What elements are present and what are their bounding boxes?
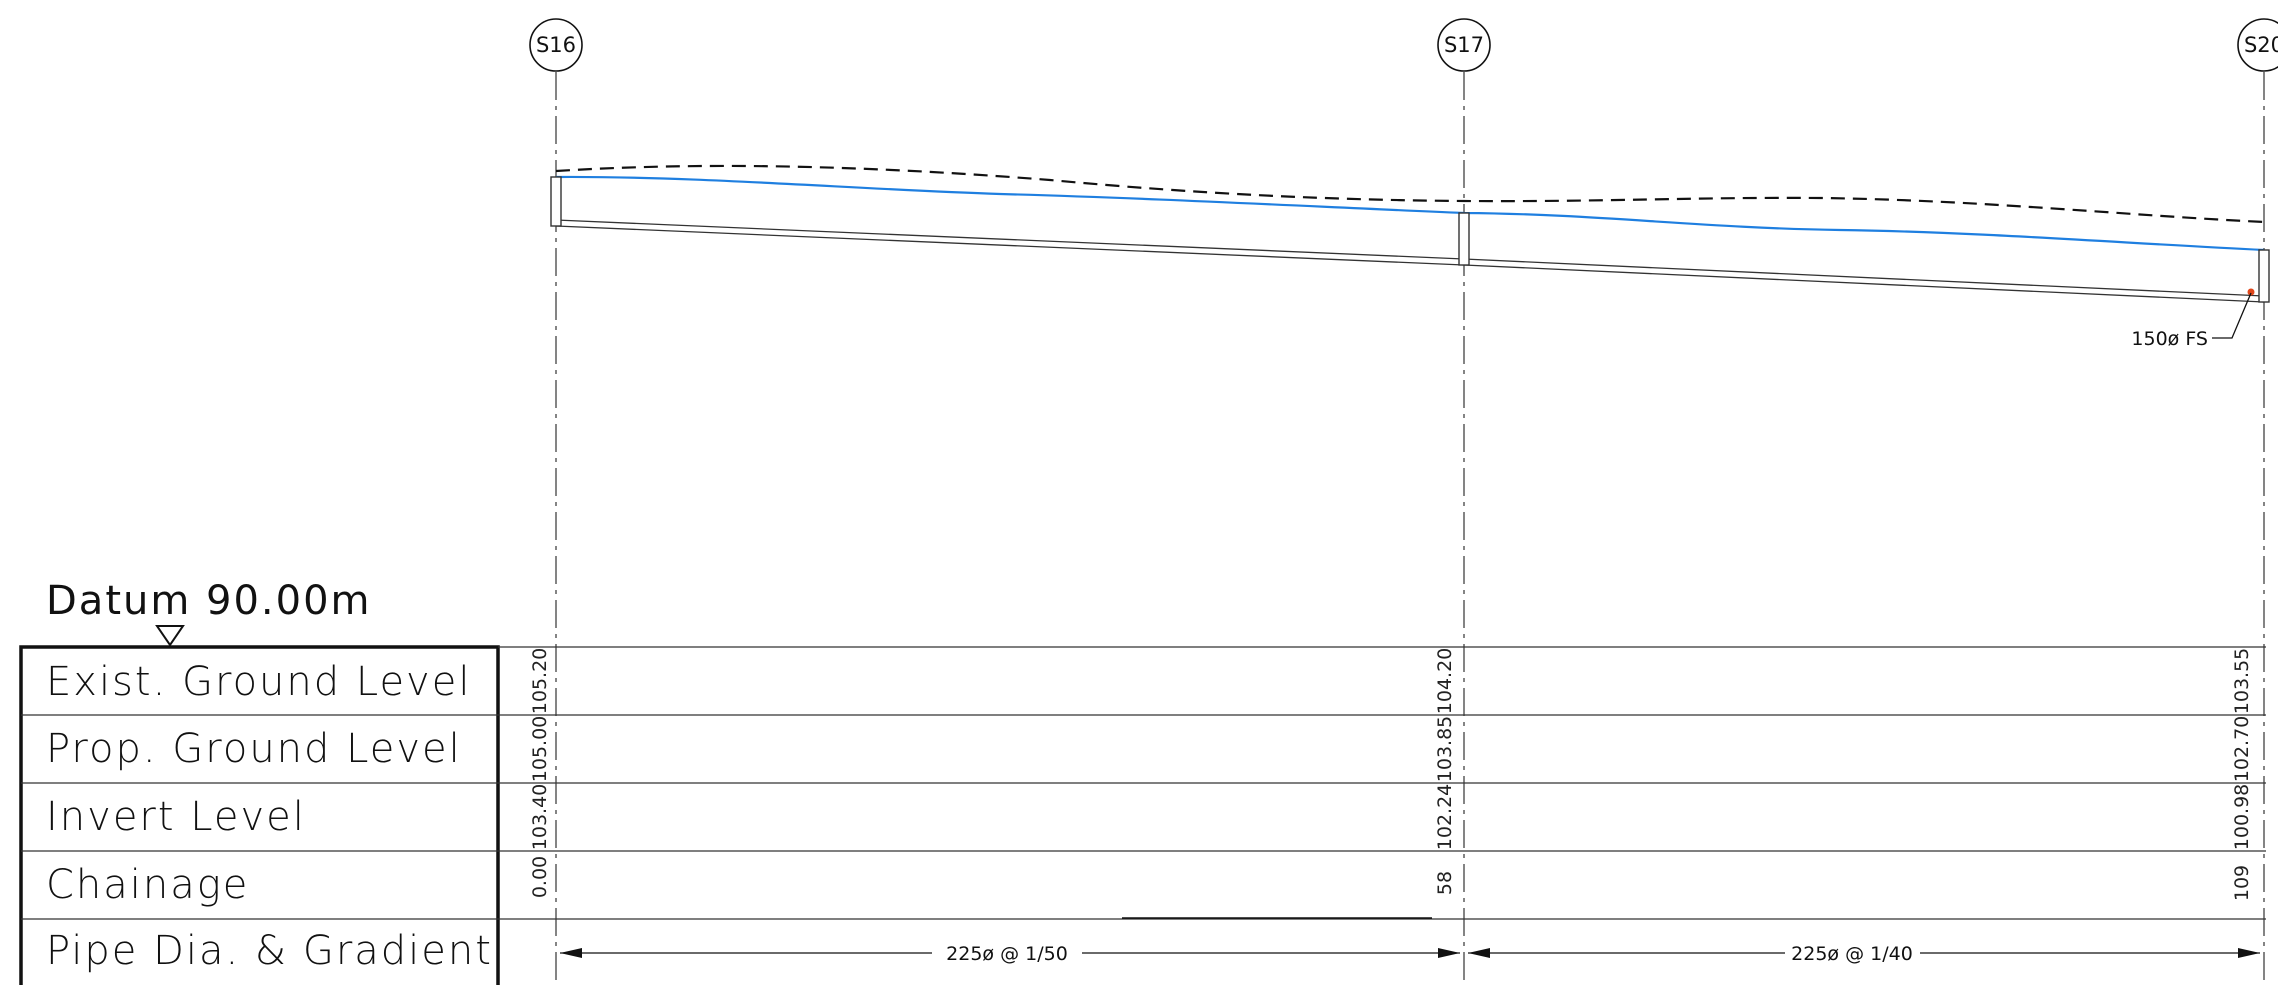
node-bubble-s16: S16 (529, 18, 583, 72)
row-label-prop-gl: Prop. Ground Level (46, 726, 462, 772)
s20-invert: 100.98 (2231, 784, 2253, 850)
s16-exist-gl: 105.20 (529, 648, 551, 714)
s16-chainage: 0.00 (529, 856, 551, 898)
pipe-dimension-2: 225ø @ 1/40 (1468, 943, 2260, 965)
manhole-s17 (1458, 212, 1470, 266)
s20-prop-gl: 102.70 (2231, 716, 2253, 782)
s17-prop-gl: 103.85 (1434, 716, 1456, 782)
pipe-lines (555, 219, 2265, 303)
s20-exist-gl: 103.55 (2231, 648, 2253, 714)
values-s20: 103.55 102.70 100.98 109 (2231, 648, 2253, 901)
node-bubble-s17: S17 (1437, 18, 1491, 72)
row-grid (21, 646, 2266, 920)
s20-chainage: 109 (2231, 865, 2253, 901)
node-bubbles: S16 S17 S20 (529, 18, 2278, 72)
manhole-s20 (2258, 249, 2270, 303)
row-label-chainage: Chainage (46, 862, 249, 908)
arrow-right-icon (1438, 948, 1460, 958)
node-bubble-s20: S20 (2237, 18, 2278, 72)
row-label-exist-gl: Exist. Ground Level (46, 659, 471, 705)
row-label-box (19, 645, 500, 985)
pipe-dimension-1: 225ø @ 1/50 (560, 943, 1460, 965)
arrow-left-icon (560, 948, 582, 958)
datum-triangle-icon (155, 625, 185, 647)
node-centerlines (555, 72, 2265, 985)
segment-label-2: 225ø @ 1/40 (1791, 943, 1913, 965)
segment-label-1: 225ø @ 1/50 (946, 943, 1068, 965)
proposed-ground-line (555, 175, 2265, 252)
s17-chainage: 58 (1434, 871, 1456, 895)
s16-prop-gl: 105.00 (529, 716, 551, 782)
manholes (550, 176, 2270, 303)
row-label-pipe: Pipe Dia. & Gradient (46, 928, 493, 974)
s16-invert: 103.40 (529, 784, 551, 850)
node-id-s20: S20 (2244, 33, 2278, 57)
existing-ground-line (555, 164, 2265, 224)
node-id-s16: S16 (536, 33, 576, 57)
row-labels: Exist. Ground Level Prop. Ground Level I… (46, 659, 493, 974)
manhole-s16 (550, 176, 562, 227)
connection-marker (2247, 288, 2255, 296)
values-s17: 104.20 103.85 102.24 58 (1434, 648, 1456, 895)
annotation-label: 150ø FS (2131, 328, 2208, 350)
arrow-right-icon (2238, 948, 2260, 958)
node-id-s17: S17 (1444, 33, 1484, 57)
datum-label: Datum 90.00m (46, 578, 372, 624)
s17-exist-gl: 104.20 (1434, 648, 1456, 714)
values-s16: 105.20 105.00 103.40 0.00 (529, 648, 551, 898)
s17-invert: 102.24 (1434, 784, 1456, 850)
annotation-150-fs: 150ø FS (2131, 288, 2255, 350)
row-label-invert: Invert Level (46, 794, 306, 840)
arrow-left-icon (1468, 948, 1490, 958)
